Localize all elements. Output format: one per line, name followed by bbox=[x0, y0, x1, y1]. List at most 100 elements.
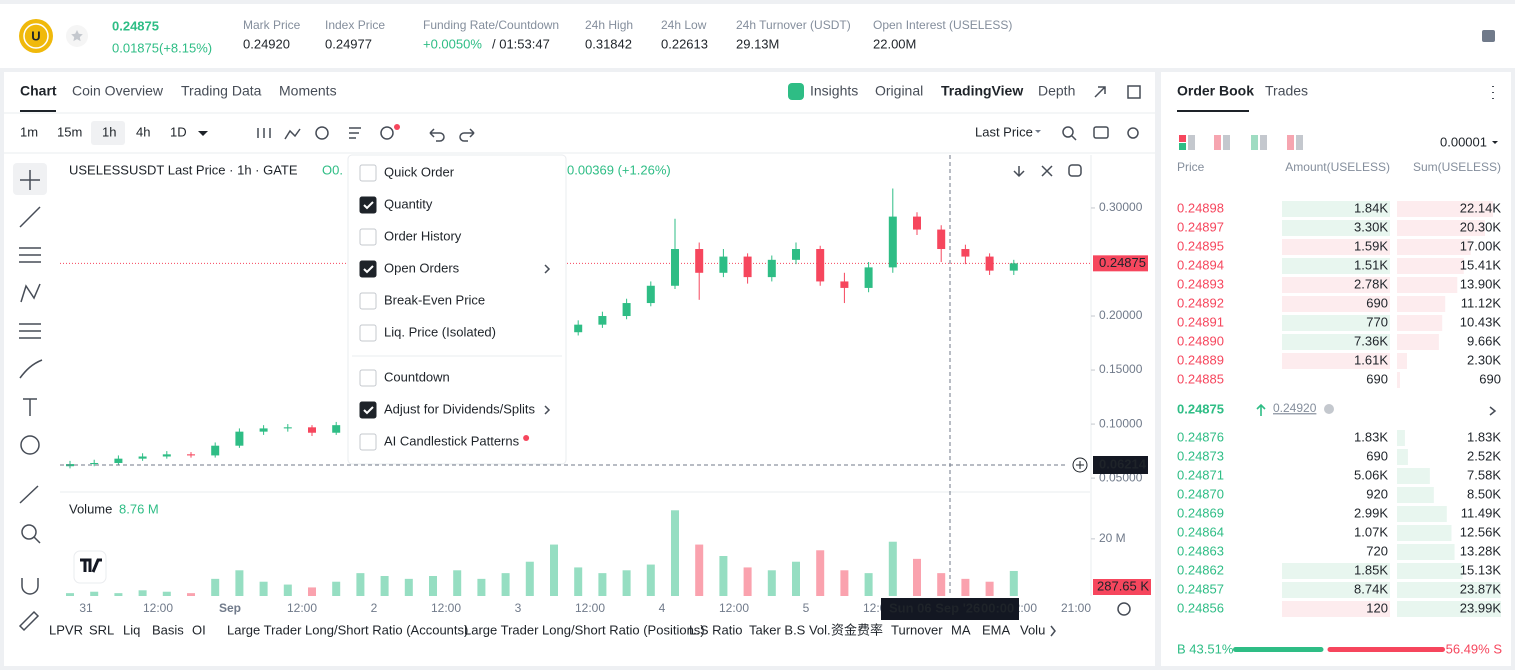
depth-bar bbox=[1397, 525, 1452, 541]
menu-item[interactable]: Quick Order bbox=[384, 164, 455, 179]
indicator[interactable]: MA bbox=[951, 622, 971, 637]
x-tick-label: 12:00 bbox=[575, 601, 605, 615]
last-price-tag-label: 0.24875 bbox=[1099, 255, 1146, 270]
book-price[interactable]: 0.24892 bbox=[1177, 295, 1224, 310]
indicator[interactable]: L.S Ratio bbox=[689, 622, 742, 637]
x-tick-label: 5 bbox=[803, 601, 810, 615]
indicator[interactable]: 资金费率 bbox=[831, 622, 883, 637]
candle-body bbox=[888, 216, 897, 268]
menu-item[interactable]: Order History bbox=[384, 228, 462, 243]
checkbox[interactable] bbox=[359, 433, 377, 451]
checkbox[interactable] bbox=[359, 292, 377, 310]
book-price[interactable]: 0.24864 bbox=[1177, 524, 1224, 539]
view-tab[interactable]: Depth bbox=[1038, 83, 1075, 99]
menu-item[interactable]: Adjust for Dividends/Splits bbox=[384, 401, 536, 416]
amount-highlight bbox=[1282, 220, 1390, 236]
volume-bar bbox=[598, 573, 607, 596]
indicator[interactable]: Large Trader Long/Short Ratio (Positions… bbox=[464, 622, 705, 637]
book-price[interactable]: 0.24862 bbox=[1177, 562, 1224, 577]
indicator[interactable]: Volu bbox=[1020, 622, 1045, 637]
book-price[interactable]: 0.24871 bbox=[1177, 467, 1224, 482]
insights-icon bbox=[788, 83, 804, 100]
volume-bar bbox=[283, 584, 292, 596]
book-sum: 17.00K bbox=[1460, 238, 1502, 253]
checkbox[interactable] bbox=[359, 196, 377, 214]
info-icon[interactable] bbox=[1482, 30, 1495, 42]
menu-item[interactable]: Countdown bbox=[384, 369, 450, 384]
book-price[interactable]: 0.24885 bbox=[1177, 371, 1224, 386]
depth-bar bbox=[1397, 601, 1501, 617]
book-price[interactable]: 0.24870 bbox=[1177, 486, 1224, 501]
indicator-next[interactable] bbox=[1050, 625, 1056, 637]
book-price[interactable]: 0.24893 bbox=[1177, 276, 1224, 291]
chevron[interactable] bbox=[1489, 406, 1497, 416]
volume-bar bbox=[211, 578, 220, 596]
book-sum: 10.43K bbox=[1460, 314, 1502, 329]
menu-item[interactable]: Liq. Price (Isolated) bbox=[384, 324, 496, 339]
x-tick-label: 21:00 bbox=[1061, 601, 1091, 615]
indicator[interactable]: LPVR bbox=[49, 622, 83, 637]
book-tab[interactable]: Order Book bbox=[1177, 83, 1254, 99]
checkbox[interactable] bbox=[359, 228, 377, 246]
book-price[interactable]: 0.24898 bbox=[1177, 200, 1224, 215]
indicator[interactable]: Large Trader Long/Short Ratio (Accounts) bbox=[227, 622, 468, 637]
book-price[interactable]: 0.24891 bbox=[1177, 314, 1224, 329]
book-price[interactable]: 0.24873 bbox=[1177, 448, 1224, 463]
view-tab[interactable]: Original bbox=[875, 83, 923, 99]
book-tab[interactable]: Trades bbox=[1265, 83, 1308, 99]
depth-bar bbox=[1397, 430, 1405, 446]
book-price[interactable]: 0.24889 bbox=[1177, 352, 1224, 367]
book-price[interactable]: 0.24863 bbox=[1177, 543, 1224, 558]
tab[interactable]: Chart bbox=[20, 83, 57, 99]
indicator[interactable]: Basis bbox=[152, 622, 184, 637]
book-price[interactable]: 0.24894 bbox=[1177, 257, 1224, 272]
volume-bar bbox=[671, 510, 679, 596]
indicator[interactable]: Taker B.S Vol. bbox=[749, 622, 831, 637]
checkbox[interactable] bbox=[359, 324, 377, 342]
volume-bar bbox=[501, 573, 510, 596]
menu-item[interactable]: AI Candlestick Patterns bbox=[384, 433, 520, 448]
interval[interactable]: 1h bbox=[102, 124, 116, 139]
indicator[interactable]: Turnover bbox=[891, 622, 943, 637]
indicator[interactable]: EMA bbox=[982, 622, 1011, 637]
menu-item[interactable]: Open Orders bbox=[384, 260, 460, 275]
checkbox[interactable] bbox=[359, 260, 377, 278]
menu-item[interactable]: Quantity bbox=[384, 196, 433, 211]
y-tick-label: 0.20000 bbox=[1099, 308, 1143, 322]
view-tab[interactable]: Insights bbox=[810, 83, 858, 99]
indicator[interactable]: Liq bbox=[123, 622, 140, 637]
checkbox[interactable] bbox=[359, 369, 377, 387]
book-price[interactable]: 0.24895 bbox=[1177, 238, 1224, 253]
volume-bar bbox=[792, 561, 800, 596]
interval[interactable]: 15m bbox=[57, 124, 82, 139]
indicator[interactable]: OI bbox=[192, 622, 206, 637]
menu-item[interactable]: Break-Even Price bbox=[384, 292, 485, 307]
candle-body bbox=[646, 285, 655, 304]
book-price[interactable]: 0.24897 bbox=[1177, 219, 1224, 234]
indicator[interactable]: SRL bbox=[89, 622, 114, 637]
interval[interactable]: 1m bbox=[20, 124, 38, 139]
checkbox[interactable] bbox=[359, 401, 377, 419]
view-tab[interactable]: TradingView bbox=[941, 83, 1023, 99]
interval[interactable]: 4h bbox=[136, 124, 150, 139]
interval[interactable]: 1D bbox=[170, 124, 187, 139]
submenu-arrow bbox=[544, 264, 551, 274]
depth-bar bbox=[1397, 220, 1486, 236]
book-price[interactable]: 0.24856 bbox=[1177, 600, 1224, 615]
tab[interactable]: Moments bbox=[279, 83, 337, 99]
depth-bar bbox=[1397, 353, 1407, 369]
check bbox=[363, 265, 374, 274]
tab[interactable]: Trading Data bbox=[181, 83, 262, 99]
price-source[interactable]: Last Price bbox=[975, 124, 1033, 139]
volume-bar bbox=[646, 564, 655, 596]
book-price[interactable]: 0.24890 bbox=[1177, 333, 1224, 348]
book-price[interactable]: 0.24857 bbox=[1177, 581, 1224, 596]
book-price[interactable]: 0.24876 bbox=[1177, 429, 1224, 444]
book-sum: 20.30K bbox=[1460, 219, 1502, 234]
checkbox[interactable] bbox=[359, 164, 377, 182]
tab[interactable]: Coin Overview bbox=[72, 83, 164, 99]
book-sum: 7.58K bbox=[1467, 467, 1501, 482]
precision[interactable]: 0.00001 bbox=[1440, 134, 1487, 149]
book-price[interactable]: 0.24869 bbox=[1177, 505, 1224, 520]
volume-bar bbox=[695, 544, 704, 596]
